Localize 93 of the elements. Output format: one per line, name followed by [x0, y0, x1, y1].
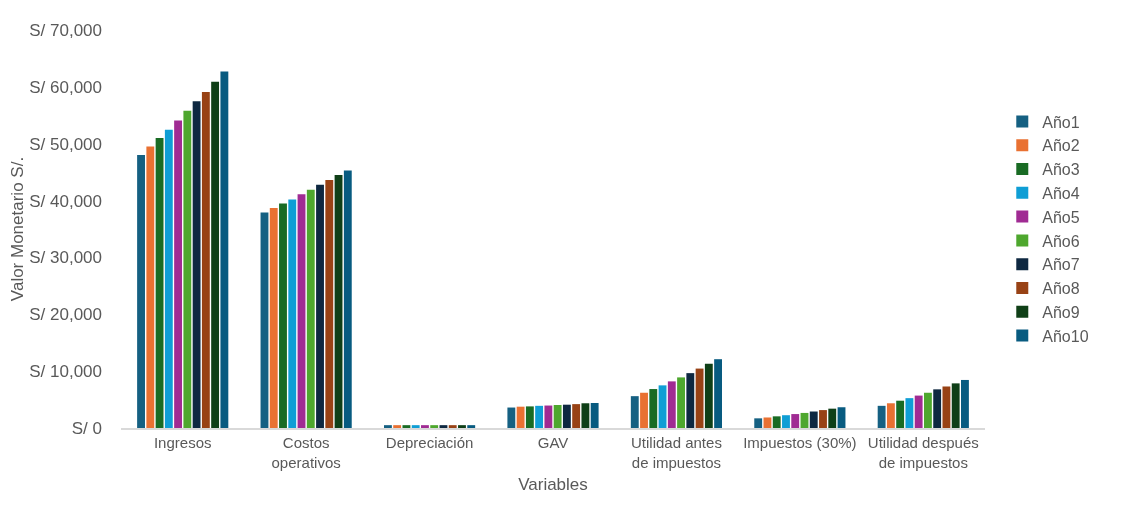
bar — [961, 379, 969, 428]
bar — [630, 396, 639, 428]
bar — [942, 386, 951, 428]
legend-label: Año9 — [1042, 304, 1080, 322]
y-tick-label: S/ 0 — [71, 418, 102, 438]
bar — [640, 392, 648, 428]
bar — [837, 407, 846, 428]
bar — [704, 363, 713, 428]
bar — [411, 425, 420, 428]
x-tick-label: Impuestos (30%) — [743, 434, 857, 451]
x-tick-label: GAV — [537, 434, 569, 451]
bar — [421, 425, 429, 428]
y-tick-label: S/ 50,000 — [29, 134, 102, 154]
bar — [772, 416, 781, 428]
bar — [828, 408, 837, 428]
bar — [343, 170, 352, 428]
legend-label: Año5 — [1042, 208, 1080, 226]
legend-label: Año6 — [1042, 232, 1080, 250]
bar — [306, 189, 315, 428]
bar — [553, 404, 562, 428]
bar — [448, 425, 457, 428]
bar — [269, 207, 278, 428]
bar — [467, 425, 476, 428]
bar — [677, 377, 685, 428]
legend-label: Año1 — [1042, 113, 1080, 131]
bar — [686, 373, 695, 428]
y-tick-label: S/ 40,000 — [29, 191, 102, 211]
bar — [649, 389, 658, 428]
legend-label: Año10 — [1042, 327, 1089, 345]
bar — [951, 383, 960, 428]
bar — [658, 385, 667, 428]
legend-label: Año2 — [1042, 137, 1080, 155]
bar — [439, 425, 448, 428]
bar — [288, 199, 297, 428]
bar — [383, 425, 392, 428]
x-tick-label: Depreciación — [385, 434, 474, 451]
bar — [544, 405, 553, 428]
bar — [430, 425, 439, 428]
bar — [516, 406, 525, 428]
bar — [809, 411, 818, 428]
y-tick-label: S/ 20,000 — [29, 305, 102, 325]
x-tick-label: Ingresos — [153, 434, 212, 451]
bar — [896, 400, 905, 428]
bar — [174, 120, 183, 428]
bar — [933, 389, 942, 428]
bar — [581, 403, 590, 428]
bar — [763, 417, 772, 428]
bar — [458, 425, 466, 428]
bar — [164, 129, 173, 428]
bar — [562, 404, 571, 428]
bar — [211, 81, 220, 428]
bar — [155, 138, 164, 428]
bar — [914, 395, 923, 428]
bar — [886, 403, 895, 428]
bar — [316, 184, 324, 428]
bar — [667, 381, 676, 428]
bar — [525, 406, 534, 428]
bar — [791, 414, 800, 428]
bar — [192, 101, 201, 428]
bar — [905, 398, 914, 428]
bar — [146, 146, 155, 428]
bar — [695, 368, 704, 428]
bar — [507, 407, 516, 428]
bar — [754, 418, 763, 428]
bar — [590, 402, 599, 428]
bar — [137, 155, 145, 428]
bar — [402, 425, 411, 428]
bar — [535, 405, 544, 428]
y-tick-label: S/ 70,000 — [29, 20, 102, 40]
x-tick-label: Costos operativos — [271, 434, 341, 471]
y-tick-label: S/ 10,000 — [29, 362, 102, 382]
bar — [782, 415, 790, 428]
bar — [714, 359, 723, 428]
y-tick-label: S/ 30,000 — [29, 248, 102, 268]
y-tick-label: S/ 60,000 — [29, 77, 102, 97]
legend-label: Año7 — [1042, 256, 1080, 274]
legend-label: Año3 — [1042, 161, 1080, 179]
bar — [183, 110, 192, 428]
bar — [393, 425, 402, 428]
bar — [572, 404, 581, 428]
y-axis-title: Valor Monetario S/. — [8, 156, 28, 302]
x-tick-label: Utilidad después de impuestos — [867, 434, 979, 471]
x-tick-label: Utilidad antes de impuestos — [630, 434, 722, 471]
bar — [201, 91, 210, 428]
bar — [923, 392, 932, 428]
bar — [279, 203, 287, 428]
bar — [877, 405, 886, 428]
x-axis-title: Variables — [518, 475, 588, 494]
bar — [325, 180, 334, 428]
bar — [819, 410, 827, 428]
bar — [220, 71, 229, 428]
legend-label: Año8 — [1042, 280, 1080, 298]
legend-label: Año4 — [1042, 185, 1080, 203]
